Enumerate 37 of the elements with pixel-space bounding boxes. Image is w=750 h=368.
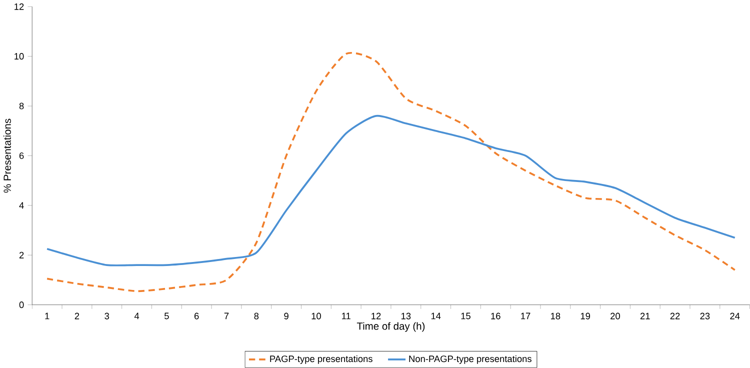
- y-tick-label: 4: [19, 202, 24, 209]
- x-axis-title: Time of day (h): [356, 322, 425, 332]
- y-tick-label: 10: [14, 53, 24, 60]
- x-tick-label: 7: [224, 312, 229, 320]
- x-tick-label: 24: [730, 312, 740, 320]
- x-tick-label: 17: [521, 312, 530, 320]
- x-tick-label: 6: [194, 312, 199, 320]
- x-tick-label: 23: [700, 312, 710, 320]
- y-tick-label: 2: [19, 252, 24, 258]
- x-tick-label: 19: [580, 312, 590, 320]
- y-tick-label: 0: [19, 302, 24, 308]
- x-tick-label: 21: [640, 312, 650, 320]
- x-tick-label: 16: [491, 312, 500, 320]
- legend-label: PAGP-type presentations: [270, 355, 372, 364]
- x-tick-label: 4: [134, 312, 140, 320]
- x-tick-label: 9: [284, 312, 288, 320]
- x-tick-label: 20: [610, 312, 620, 320]
- x-tick-label: 11: [342, 312, 350, 320]
- x-tick-label: 2: [74, 312, 80, 320]
- x-tick-label: 12: [372, 312, 381, 320]
- x-tick-label: 10: [312, 312, 321, 320]
- line-series: [46, 52, 736, 292]
- x-tick-label: 22: [670, 312, 680, 320]
- line-series: [46, 115, 736, 266]
- legend-label: Non-PAGP-type presentations: [409, 355, 532, 364]
- y-tick-label: 8: [19, 102, 24, 110]
- x-tick-label: 15: [461, 312, 470, 320]
- y-tick-label: 6: [19, 152, 24, 160]
- x-tick-label: 18: [551, 312, 560, 320]
- x-tick-label: 13: [401, 312, 411, 320]
- x-tick-label: 1: [45, 312, 50, 320]
- y-axis-title: % Presentations: [3, 118, 11, 193]
- x-tick-label: 14: [431, 312, 441, 320]
- x-tick-label: 8: [254, 312, 259, 320]
- x-tick-label: 5: [164, 312, 169, 320]
- y-tick-label: 12: [14, 3, 24, 10]
- x-tick-label: 3: [104, 312, 110, 320]
